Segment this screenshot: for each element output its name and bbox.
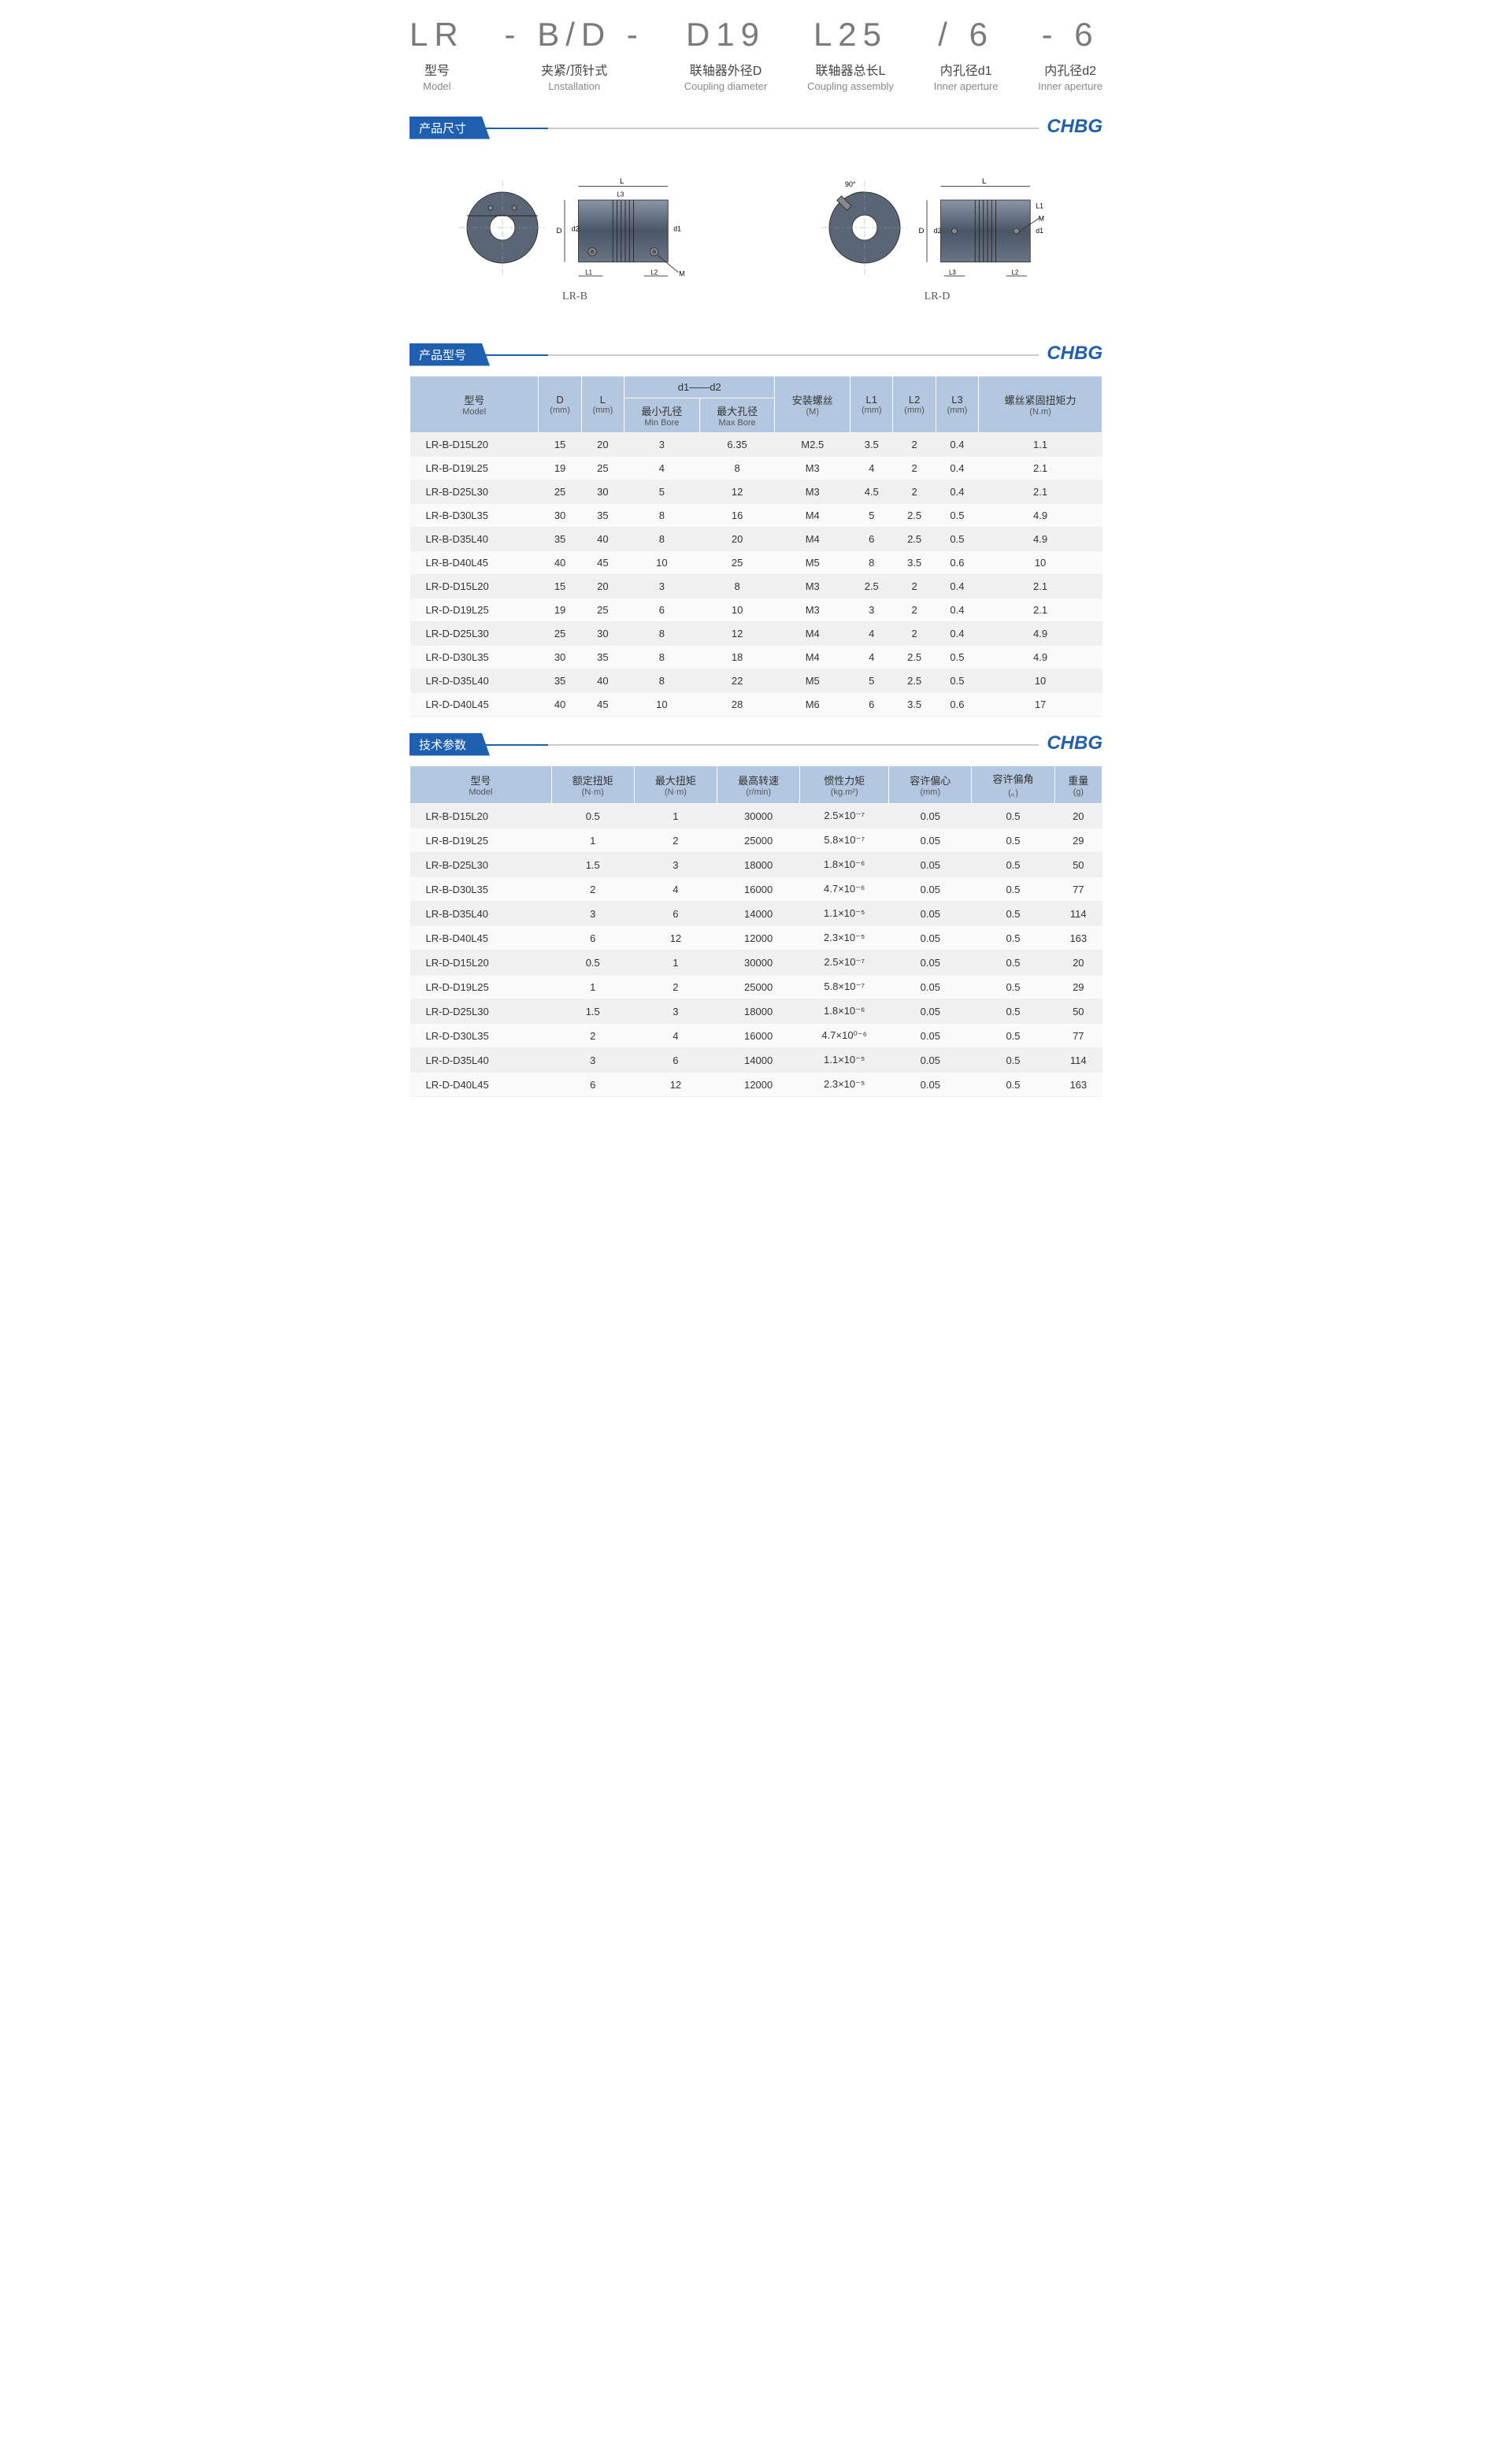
section-bar-dimensions: 产品尺寸 CHBG (410, 116, 1102, 139)
table-row: LR-B-D40L4540451025M583.50.610 (410, 551, 1102, 575)
section-bar-tech: 技术参数 CHBG (410, 732, 1102, 756)
section-label: 产品尺寸 (410, 117, 490, 139)
table-row: LR-B-D35L4036140001.1×10⁻⁵0.050.5114 (410, 902, 1102, 926)
part-segment: L25联轴器总长LCoupling assembly (807, 16, 894, 92)
brand-logo: CHBG (1039, 343, 1102, 365)
table-row: LR-B-D30L3524160004.7×10⁻⁶0.050.577 (410, 877, 1102, 902)
svg-text:L1: L1 (585, 269, 592, 276)
svg-text:d1: d1 (673, 224, 681, 232)
part-segment: / 6内孔径d1Inner aperture (934, 16, 999, 92)
table-row: LR-D-D35L4036140001.1×10⁻⁵0.050.5114 (410, 1048, 1102, 1073)
table-row: LR-D-D35L403540822M552.50.510 (410, 669, 1102, 693)
svg-text:L: L (982, 177, 987, 186)
table-row: LR-D-D15L200.51300002.5×10⁻⁷0.050.520 (410, 951, 1102, 975)
tech-table: 型号Model 额定扭矩(N·m) 最大扭矩(N·m) 最高转速(r/min) … (410, 765, 1102, 1097)
model-table: 型号Model D(mm) L(mm) d1——d2 安装螺丝(M) L1(mm… (410, 376, 1102, 717)
svg-text:L2: L2 (651, 269, 658, 276)
svg-text:M: M (679, 269, 684, 277)
table-row: LR-B-D30L353035816M452.50.54.9 (410, 504, 1102, 528)
table-row: LR-B-D25L302530512M34.520.42.1 (410, 480, 1102, 504)
svg-text:L3: L3 (949, 269, 956, 276)
brand-logo: CHBG (1039, 116, 1102, 138)
table-row: LR-D-D40L4540451028M663.50.617 (410, 693, 1102, 717)
table-row: LR-B-D19L25192548M3420.42.1 (410, 457, 1102, 480)
svg-text:90°: 90° (845, 180, 856, 188)
table-row: LR-B-D19L2512250005.8×10⁻⁷0.050.529 (410, 828, 1102, 853)
table-row: LR-D-D25L302530812M4420.44.9 (410, 622, 1102, 646)
svg-text:d2: d2 (934, 227, 942, 235)
svg-text:L: L (620, 177, 624, 186)
table-row: LR-D-D19L2512250005.8×10⁻⁷0.050.529 (410, 975, 1102, 999)
part-segment: - 6内孔径d2Inner aperture (1038, 16, 1102, 92)
table-row: LR-D-D40L45612120002.3×10⁻⁵0.050.5163 (410, 1073, 1102, 1097)
section-label: 技术参数 (410, 733, 490, 756)
table-row: LR-D-D30L3524160004.7×10⁰⁻⁶0.050.577 (410, 1024, 1102, 1048)
diagram-label: LR-D (821, 291, 1053, 303)
table-row: LR-D-D15L20152038M32.520.42.1 (410, 575, 1102, 599)
table-row: LR-D-D30L353035818M442.50.54.9 (410, 646, 1102, 669)
svg-text:L3: L3 (617, 191, 624, 198)
svg-text:L2: L2 (1012, 269, 1019, 276)
svg-text:L1: L1 (1036, 202, 1043, 210)
diagram-label: LR-B (459, 291, 691, 303)
part-segment: LR型号Model (410, 16, 465, 92)
svg-text:d2: d2 (572, 224, 580, 232)
svg-text:D: D (919, 227, 925, 235)
table-row: LR-B-D40L45612120002.3×10⁻⁵0.050.5163 (410, 926, 1102, 951)
part-number-header: LR型号Model - B/D - 夹紧/顶针式Lnstallation D19联… (410, 16, 1102, 92)
brand-logo: CHBG (1039, 732, 1102, 754)
part-segment: - B/D - 夹紧/顶针式Lnstallation (505, 16, 644, 92)
table-row: LR-B-D25L301.53180001.8×10⁻⁶0.050.550 (410, 853, 1102, 877)
svg-text:D: D (557, 227, 562, 235)
diagram-lrb: L D L1 L2 L3 d1 d2 M LR-B (459, 172, 691, 303)
table-row: LR-B-D15L200.51300002.5×10⁻⁷0.050.520 (410, 804, 1102, 828)
svg-text:d1: d1 (1036, 227, 1043, 235)
table-row: LR-D-D19L251925610M3320.42.1 (410, 599, 1102, 622)
diagram-lrd: 90° L D L1 M d1 d2 L3 L2 (821, 172, 1053, 303)
table-row: LR-B-D15L20152036.35M2.53.520.41.1 (410, 433, 1102, 457)
section-bar-model: 产品型号 CHBG (410, 343, 1102, 366)
table-row: LR-B-D35L403540820M462.50.54.9 (410, 528, 1102, 551)
table-row: LR-D-D25L301.53180001.8×10⁻⁶0.050.550 (410, 999, 1102, 1024)
section-label: 产品型号 (410, 343, 490, 366)
diagram-row: L D L1 L2 L3 d1 d2 M LR-B 90° (410, 149, 1102, 327)
part-segment: D19联轴器外径DCoupling diameter (684, 16, 768, 92)
